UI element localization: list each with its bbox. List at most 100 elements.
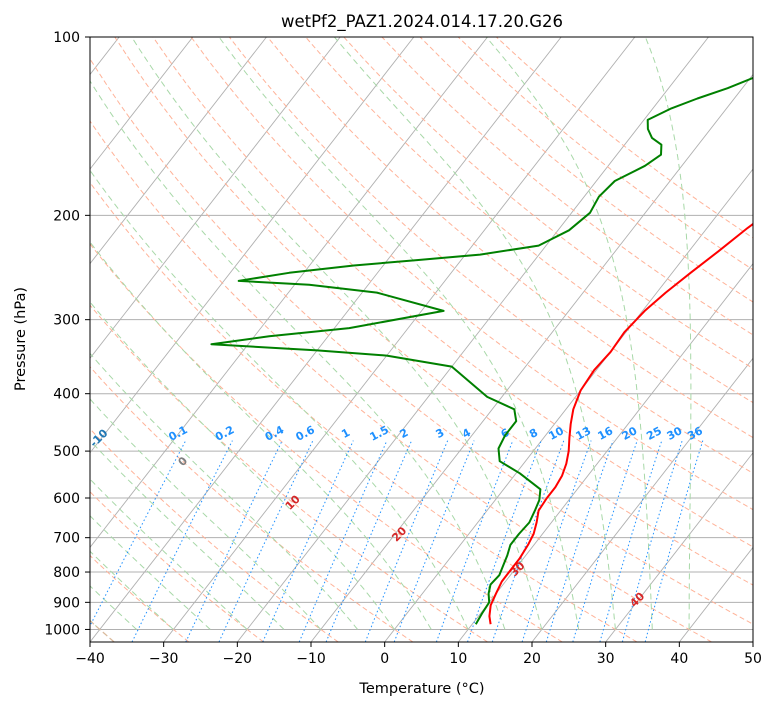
moist-adiabat-line: [90, 169, 469, 630]
dry-adiabat-line: [114, 37, 753, 586]
y-tick-label: 500: [53, 444, 80, 460]
y-tick-label: 200: [53, 208, 80, 224]
x-tick-label: 20: [523, 651, 541, 667]
x-tick-label: −40: [75, 651, 105, 667]
data-layer: 0.10.20.40.611.52346810131620253036-100-…: [0, 76, 753, 625]
mixing-ratio-label: 2: [398, 426, 411, 441]
dry-adiabat-line: [228, 37, 753, 474]
mixing-ratio-line: [491, 440, 565, 642]
moist-adiabat-line: [644, 37, 692, 630]
dry-adiabat-line: [90, 243, 563, 642]
isotherm-line: [752, 641, 753, 642]
mixing-ratio-label: 36: [685, 424, 705, 443]
mixing-ratio-line: [325, 440, 413, 642]
mixing-ratio-line: [545, 440, 614, 642]
dry-adiabat-line: [90, 304, 488, 642]
grid-layer: [90, 37, 753, 642]
dry-adiabat-line: [190, 37, 753, 511]
y-tick-label: 600: [53, 491, 80, 507]
dewpoint-profile-line: [210, 76, 753, 625]
dry-adiabat-line: [90, 554, 190, 642]
x-tick-label: 0: [380, 651, 389, 667]
mixing-ratio-label: 10: [546, 424, 566, 443]
mixing-ratio-label: 0.6: [294, 423, 318, 444]
dry-adiabat-label: -10: [87, 426, 110, 449]
mixing-ratio-label: 30: [665, 424, 685, 443]
moist-adiabat-line: [90, 301, 395, 630]
isotherm-line: [90, 37, 415, 454]
x-tick-label: −10: [296, 651, 326, 667]
moist-adiabat-line: [131, 37, 543, 630]
dry-adiabat-line: [90, 491, 264, 642]
mixing-ratio-line: [644, 440, 704, 642]
isotherm-line: [236, 37, 709, 642]
plot-frame: [89, 36, 754, 643]
dry-adiabat-line: [457, 37, 753, 271]
mixing-ratio-label: 0.4: [263, 423, 287, 444]
dry-adiabat-line: [305, 37, 753, 404]
mixing-ratio-line: [185, 440, 283, 642]
temperature-profile-line: [488, 222, 753, 625]
mixing-ratio-line: [467, 440, 542, 642]
mixing-ratio-line: [364, 440, 449, 642]
x-tick-label: 10: [449, 651, 467, 667]
isotherm-line: [310, 73, 753, 642]
axes-layer: −40 −30 −20 −10 0 10 20 30 40 50 100 200 300 400 500 60…: [44, 30, 762, 667]
mixing-ratio-line: [262, 440, 354, 642]
dry-adiabat-line: [343, 37, 753, 370]
isotherm-line: [457, 262, 753, 642]
moist-adiabat-line: [90, 585, 137, 630]
isotherm-line: [90, 37, 267, 265]
mixing-ratio-line: [298, 440, 388, 642]
mixing-ratio-line: [90, 440, 187, 628]
dry-adiabat-label: 20: [389, 524, 409, 544]
dry-adiabat-line: [90, 120, 712, 642]
isotherm-line: [531, 357, 753, 642]
moist-adiabat-line: [218, 37, 580, 630]
y-tick-label: 900: [53, 595, 80, 611]
mixing-ratio-label: 25: [644, 424, 664, 443]
y-tick-label: 400: [53, 387, 80, 403]
moist-adiabat-line: [90, 515, 211, 630]
dry-adiabat-line: [90, 181, 638, 642]
mixing-ratio-label: 1: [339, 426, 352, 441]
x-tick-label: −30: [149, 651, 179, 667]
mixing-ratio-label: 4: [460, 426, 473, 441]
moist-adiabat-line: [90, 439, 285, 630]
mixing-ratio-label: 0.2: [213, 423, 236, 444]
chart-title: wetPf2_PAZ1.2024.014.17.20.G26: [281, 12, 563, 32]
mixing-ratio-label: 3: [434, 426, 447, 441]
isotherm-line: [163, 37, 636, 642]
mixing-ratio-line: [621, 440, 683, 642]
y-axis-label: Pressure (hPa): [13, 287, 29, 391]
moist-adiabat-line: [485, 37, 653, 630]
dry-adiabat-label: -20: [0, 395, 23, 418]
mixing-ratio-label: 20: [620, 424, 640, 443]
isotherm-line: [90, 37, 562, 642]
x-tick-label: 40: [670, 651, 688, 667]
isotherm-line: [605, 452, 753, 642]
isotherm-line: [384, 168, 753, 642]
moist-adiabat-line: [334, 37, 616, 630]
x-tick-label: 30: [597, 651, 615, 667]
x-tick-label: −20: [223, 651, 253, 667]
dry-adiabat-line: [90, 366, 414, 642]
moist-adiabat-line: [90, 80, 506, 630]
x-tick-label: 50: [744, 651, 762, 667]
dry-adiabat-label: 10: [283, 492, 303, 512]
dry-adiabat-line: [152, 37, 753, 548]
mixing-ratio-line: [131, 440, 233, 642]
mixing-ratio-label: 1.5: [368, 423, 391, 444]
y-tick-label: 1000: [44, 622, 80, 638]
moist-adiabat-line: [90, 550, 174, 630]
mixing-ratio-line: [599, 440, 663, 642]
x-axis-label: Temperature (°C): [358, 681, 484, 697]
mixing-ratio-line: [521, 440, 592, 642]
dry-adiabat-line: [381, 37, 753, 336]
mixing-ratio-label: 13: [574, 424, 594, 443]
mixing-ratio-label: 8: [527, 426, 540, 441]
mixing-ratio-label: 0.1: [166, 423, 189, 444]
y-tick-label: 700: [53, 531, 80, 547]
isotherm-line: [90, 37, 341, 359]
